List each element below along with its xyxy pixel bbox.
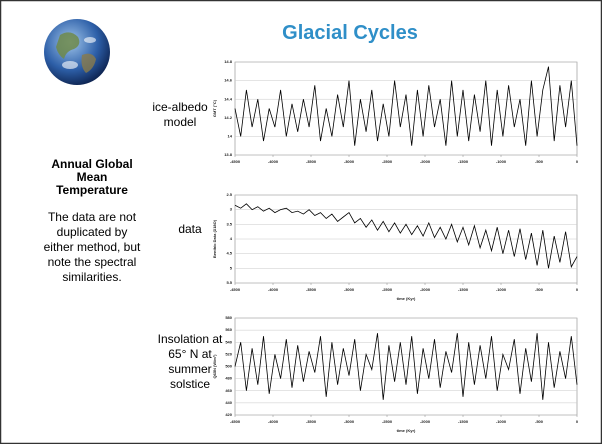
x-tick-label: 0	[576, 419, 579, 424]
y-tick-label: 13.8	[224, 152, 233, 157]
y-tick-label: 4.5	[226, 251, 232, 256]
x-tick-label: -2500	[382, 419, 393, 424]
x-tick-label: -2000	[420, 159, 431, 164]
x-axis-label: time (Kyr)	[397, 428, 416, 433]
y-tick-label: 14.8	[224, 59, 233, 64]
x-tick-label: -3000	[344, 159, 355, 164]
x-tick-label: 0	[576, 159, 579, 164]
x-axis-label: time (Kyr)	[397, 296, 416, 301]
y-tick-label: 440	[225, 400, 232, 405]
x-tick-label: -3000	[344, 419, 355, 424]
x-tick-label: 0	[576, 287, 579, 292]
y-tick-label: 14	[228, 133, 233, 138]
sidebar-text: The data are not duplicated by either me…	[42, 210, 142, 285]
x-tick-label: -3500	[306, 159, 317, 164]
y-tick-label: 580	[225, 315, 232, 320]
x-tick-label: -4500	[230, 159, 241, 164]
x-tick-label: -1500	[458, 419, 469, 424]
x-tick-label: -2000	[420, 419, 431, 424]
y-tick-label: 5	[230, 265, 233, 270]
plot-area	[235, 62, 577, 155]
x-tick-label: -4500	[230, 419, 241, 424]
row-label: Insolation at 65° N at summer solstice	[150, 332, 230, 392]
sidebar-heading: Annual Global Mean Temperature	[40, 158, 144, 197]
x-tick-label: -3500	[306, 287, 317, 292]
y-tick-label: 3	[230, 207, 233, 212]
x-tick-label: -4000	[268, 287, 279, 292]
row-label: ice-albedo model	[140, 100, 220, 130]
x-tick-label: -4500	[230, 287, 241, 292]
slide: 13.8 14 14.2 14.4 14.6 14.8 -4500 -4000 -3500 -30…	[0, 0, 602, 444]
x-tick-label: -500	[535, 287, 544, 292]
earth-icon	[44, 19, 110, 85]
x-tick-label: -2000	[420, 287, 431, 292]
x-tick-label: -1000	[496, 419, 507, 424]
slide-title: Glacial Cycles	[230, 22, 470, 45]
y-tick-label: 5.5	[226, 280, 232, 285]
x-tick-label: -3500	[306, 419, 317, 424]
x-tick-label: -2500	[382, 287, 393, 292]
x-tick-label: -1500	[458, 287, 469, 292]
y-tick-label: 2.5	[226, 192, 232, 197]
x-tick-label: -4000	[268, 419, 279, 424]
y-tick-label: 4	[230, 236, 233, 241]
x-tick-label: -500	[535, 159, 544, 164]
x-tick-label: -3000	[344, 287, 355, 292]
x-tick-label: -1000	[496, 159, 507, 164]
y-tick-label: 14.6	[224, 78, 233, 83]
y-tick-label: 14.2	[224, 115, 233, 120]
y-tick-label: 14.4	[224, 96, 233, 101]
x-tick-label: -4000	[268, 159, 279, 164]
x-tick-label: -1500	[458, 159, 469, 164]
row-label: data	[150, 222, 230, 237]
x-tick-label: -2500	[382, 159, 393, 164]
x-tick-label: -1000	[496, 287, 507, 292]
y-tick-label: 420	[225, 412, 232, 417]
x-tick-label: -500	[535, 419, 544, 424]
